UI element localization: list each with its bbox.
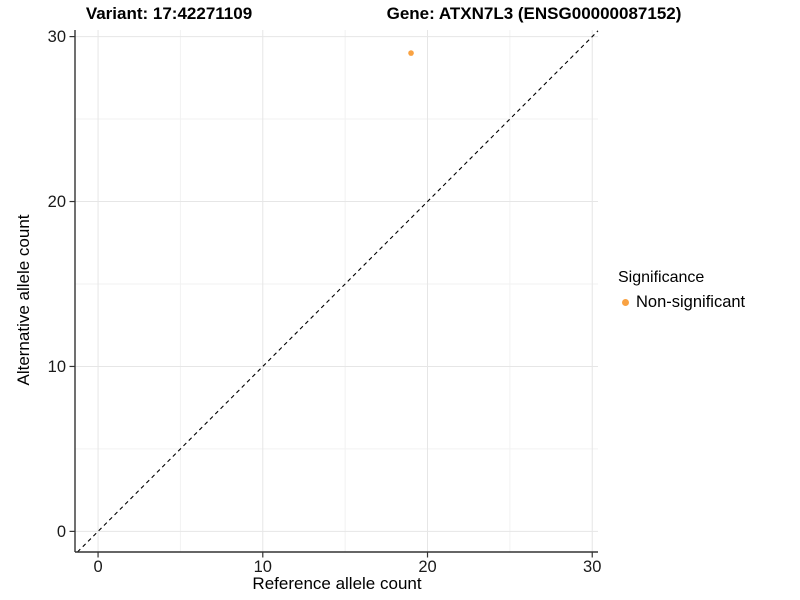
y-tick-label: 10 (48, 358, 66, 376)
y-tick-label: 20 (48, 193, 66, 211)
legend-item-label: Non-significant (636, 292, 746, 311)
legend-key-dot (622, 298, 629, 306)
x-tick-label: 20 (418, 558, 436, 576)
legend-title: Significance (618, 269, 705, 286)
identity-line (77, 30, 599, 553)
legend-item: Non-significant (618, 292, 745, 312)
legend: Significance Non-significant (618, 268, 745, 312)
variant-title: Variant: 17:42271109 (85, 4, 253, 23)
x-axis-title: Reference allele count (252, 574, 422, 593)
legend-items: Non-significant (618, 292, 745, 312)
gene-title: Gene: ATXN7L3 (ENSG00000087152) (386, 4, 682, 23)
x-tick-label: 0 (93, 558, 102, 576)
y-axis-title: Alternative allele count (14, 214, 33, 386)
y-tick-label: 0 (57, 523, 66, 541)
y-tick-label: 30 (48, 28, 66, 46)
data-point (408, 50, 414, 56)
x-tick-label: 30 (583, 558, 601, 576)
x-tick-label: 10 (254, 558, 272, 576)
